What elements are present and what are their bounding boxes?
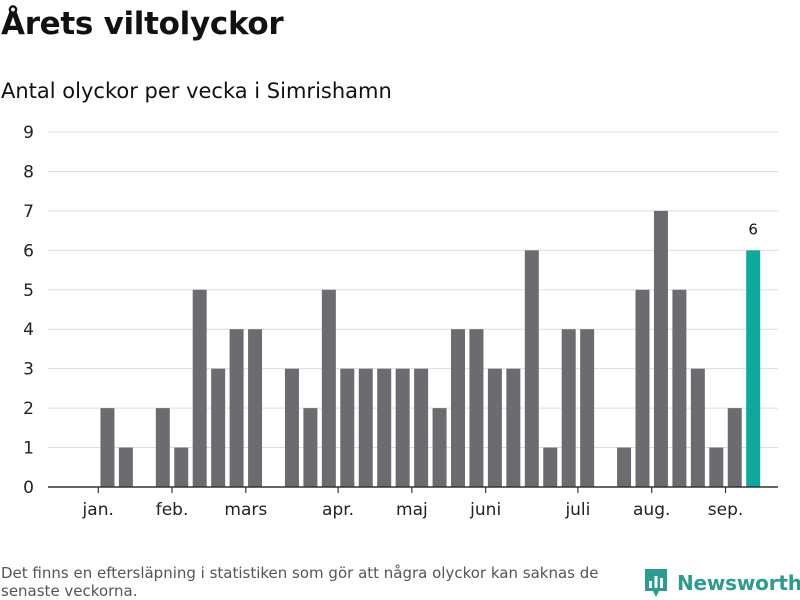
- y-tick-label: 6: [23, 241, 34, 261]
- bar: [174, 447, 189, 487]
- y-tick-label: 2: [23, 399, 34, 419]
- bar: [672, 289, 687, 487]
- highlight-value-label: 6: [748, 220, 758, 238]
- bar: [635, 289, 650, 487]
- bar: [690, 368, 705, 487]
- bars: [100, 210, 761, 487]
- bar-chart: 0 1 2 3 4 5 6 7 8 9 jan. feb. mars apr. maj juni juli au…: [23, 123, 778, 520]
- bar: [580, 329, 595, 487]
- bar-highlight: [746, 250, 761, 487]
- y-tick-label: 9: [23, 123, 34, 143]
- bar: [211, 368, 226, 487]
- bar: [377, 368, 392, 487]
- chart-subtitle: Antal olyckor per vecka i Simrishamn: [1, 79, 392, 103]
- bar: [414, 368, 429, 487]
- y-tick-label: 1: [23, 439, 34, 459]
- bar: [340, 368, 355, 487]
- footnote: Det finns en eftersläpning i statistiken…: [1, 564, 599, 600]
- bar: [284, 368, 299, 487]
- x-axis-ticks: jan. feb. mars apr. maj juni juli aug. sep.: [82, 487, 744, 520]
- brand-name: Newsworthy: [677, 571, 800, 595]
- y-tick-label: 8: [23, 162, 34, 182]
- x-tick-label: juli: [564, 500, 590, 520]
- x-tick-label: sep.: [708, 500, 744, 520]
- bar: [617, 447, 632, 487]
- x-tick-label: juni: [469, 500, 501, 520]
- y-tick-label: 5: [23, 281, 34, 301]
- bar: [248, 329, 263, 487]
- x-tick-label: apr.: [322, 500, 354, 520]
- bar-chart-speech-bubble-icon: [645, 569, 667, 597]
- y-tick-label: 0: [23, 478, 34, 498]
- bar: [432, 408, 447, 487]
- bar: [192, 289, 207, 487]
- bar: [395, 368, 410, 487]
- y-tick-label: 4: [23, 320, 34, 340]
- bar: [100, 408, 115, 487]
- newsworthy-logo: Newsworthy: [643, 567, 800, 599]
- y-axis-ticks: 0 1 2 3 4 5 6 7 8 9: [23, 123, 34, 498]
- bar: [451, 329, 465, 487]
- bar: [653, 210, 668, 487]
- y-tick-label: 7: [23, 202, 34, 222]
- x-tick-label: jan.: [82, 500, 114, 520]
- bar: [229, 329, 244, 487]
- bar: [321, 289, 336, 487]
- bar: [469, 329, 484, 487]
- bar: [118, 447, 133, 487]
- x-tick-label: feb.: [156, 500, 189, 520]
- bar: [561, 329, 576, 487]
- bar: [709, 447, 724, 487]
- bar: [487, 368, 502, 487]
- bar: [303, 408, 318, 487]
- bar: [543, 447, 558, 487]
- x-tick-label: aug.: [633, 500, 670, 520]
- gridlines: [48, 131, 778, 449]
- x-tick-label: mars: [224, 500, 267, 520]
- bar: [155, 408, 170, 487]
- y-tick-label: 3: [23, 360, 34, 380]
- bar: [506, 368, 521, 487]
- bar: [358, 368, 373, 487]
- chart-title: Årets viltolyckor: [1, 6, 284, 42]
- x-tick-label: maj: [396, 500, 428, 520]
- bar: [727, 408, 742, 487]
- bar: [524, 250, 539, 487]
